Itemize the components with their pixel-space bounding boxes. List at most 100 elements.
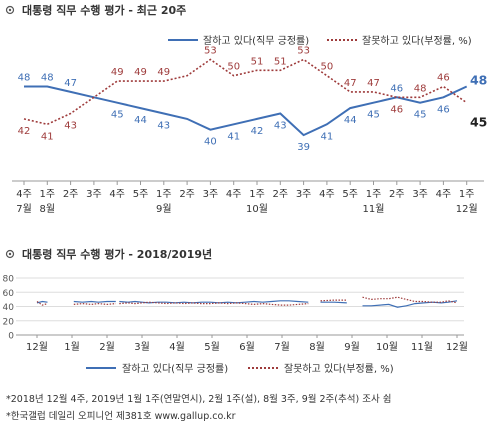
negative-data-label: 47 xyxy=(344,78,357,89)
chart2-y-tick-label: 80 xyxy=(3,275,15,285)
negative-data-label: 43 xyxy=(64,121,77,132)
negative-data-label: 51 xyxy=(251,56,264,67)
annual-positive-line xyxy=(362,300,458,308)
negative-data-label: 50 xyxy=(227,62,240,73)
negative-data-label: 41 xyxy=(41,131,54,142)
footnote-survey-skip: *2018년 12월 4주, 2019년 1월 1주(연말연시), 2월 1주(… xyxy=(6,394,392,405)
chart1-week-label: 4주 xyxy=(226,189,242,200)
chart1-week-label: 1주 xyxy=(459,189,475,200)
chart1-week-label: 4주 xyxy=(16,189,32,200)
chart2-month-label: 1월 xyxy=(64,341,80,353)
chart2-month-label: 10월 xyxy=(376,341,398,353)
chart2-month-label: 9월 xyxy=(344,341,360,353)
footnote-source: *한국갤럽 데일리 오피니언 제381호 www.gallup.co.kr xyxy=(6,411,236,422)
negative-data-label: 42 xyxy=(18,126,31,137)
chart1-week-label: 4주 xyxy=(436,189,452,200)
positive-data-label: 42 xyxy=(251,126,264,137)
positive-data-label: 41 xyxy=(227,131,240,142)
positive-data-label: 44 xyxy=(134,115,147,126)
negative-data-label: 46 xyxy=(437,73,450,84)
positive-data-label: 43 xyxy=(274,121,287,132)
chart1-month-label: 8월 xyxy=(40,203,56,215)
legend-negative-label: 잘못하고 있다(부정률, %) xyxy=(284,362,394,375)
negative-data-label: 49 xyxy=(111,67,124,78)
annual-negative-line xyxy=(119,301,309,306)
positive-data-label: 48 xyxy=(41,73,54,84)
chart1-week-label: 4주 xyxy=(109,189,125,200)
positive-data-label: 45 xyxy=(367,110,380,121)
chart1-week-label: 3주 xyxy=(412,189,428,200)
legend-positive-label: 잘하고 있다(직무 긍정률) xyxy=(122,362,228,375)
chart1-week-label: 4주 xyxy=(319,189,335,200)
negative-data-label: 49 xyxy=(157,67,170,78)
chart2-month-label: 2월 xyxy=(99,341,115,353)
negative-data-label: 51 xyxy=(274,56,287,67)
chart1-week-label: 2주 xyxy=(179,189,195,200)
chart1-week-label: 1주 xyxy=(156,189,172,200)
chart1-week-label: 2주 xyxy=(389,189,405,200)
chart2-month-label: 3월 xyxy=(134,341,150,353)
annual-negative-line xyxy=(73,302,116,306)
chart1-month-label: 12월 xyxy=(456,203,478,215)
chart2-month-label: 8월 xyxy=(309,341,325,353)
annual-positive-line xyxy=(320,301,347,304)
positive-data-label: 39 xyxy=(297,142,310,153)
annual-negative-line xyxy=(362,296,458,304)
annual-2018-2019-chart: 대통령 직무 수행 평가 - 2018/2019년 80 60 40 20 0 12월 1월 2… xyxy=(3,247,468,375)
chart2-month-label: 4월 xyxy=(169,341,185,353)
chart1-week-label: 3주 xyxy=(203,189,219,200)
positive-data-label: 46 xyxy=(437,104,450,115)
chart1-week-label: 1주 xyxy=(40,189,56,200)
positive-data-label: 41 xyxy=(321,131,334,142)
positive-data-label: 45 xyxy=(111,110,124,121)
positive-data-label: 48 xyxy=(18,73,31,84)
chart2-y-tick-label: 20 xyxy=(3,317,15,327)
chart1-week-label: 5주 xyxy=(133,189,149,200)
chart2-month-label: 12월 xyxy=(26,341,48,353)
chart2-month-label: 11월 xyxy=(411,341,433,353)
chart1-week-label: 3주 xyxy=(296,189,312,200)
chart1-week-label: 3주 xyxy=(86,189,102,200)
positive-rate-line xyxy=(24,85,468,137)
chart2-month-label: 5월 xyxy=(204,341,220,353)
chart1-month-label: 10월 xyxy=(246,203,268,215)
chart1-month-label: 7월 xyxy=(16,203,32,215)
chart2-month-label: 12월 xyxy=(446,341,468,353)
chart1-month-label: 9월 xyxy=(156,203,172,215)
positive-data-label: 40 xyxy=(204,137,217,148)
title-bullet-icon xyxy=(5,249,15,259)
annual-negative-line xyxy=(36,301,48,306)
chart2-month-label: 6월 xyxy=(239,341,255,353)
positive-data-label: 44 xyxy=(344,115,357,126)
title-bullet-dot-icon xyxy=(8,252,12,256)
chart2-y-tick-label: 0 xyxy=(8,332,14,342)
legend-negative-label: 잘못하고 있다(부정률, %) xyxy=(362,34,472,47)
negative-data-label: 50 xyxy=(321,62,334,73)
chart1-month-label: 11월 xyxy=(363,203,385,215)
chart1-week-label: 1주 xyxy=(366,189,382,200)
negative-data-label: 53 xyxy=(204,46,217,57)
chart2-y-tick-label: 40 xyxy=(3,303,15,313)
chart1-title: 대통령 직무 수행 평가 - 최근 20주 xyxy=(22,3,186,17)
negative-data-label: 47 xyxy=(367,78,380,89)
positive-data-label: 46 xyxy=(390,83,403,94)
chart1-week-label: 1주 xyxy=(249,189,265,200)
negative-data-label: 49 xyxy=(134,67,147,78)
chart1-week-label: 2주 xyxy=(63,189,79,200)
negative-data-label: 48 xyxy=(414,83,427,94)
chart1-week-label: 5주 xyxy=(342,189,358,200)
negative-rate-line xyxy=(23,58,468,126)
positive-data-label: 45 xyxy=(414,110,427,121)
negative-data-label: 53 xyxy=(297,46,310,57)
latest-negative-label: 45 xyxy=(470,115,487,130)
chart2-y-tick-label: 60 xyxy=(3,289,15,299)
legend-positive-label: 잘하고 있다(직무 긍정률) xyxy=(203,34,309,47)
latest-positive-label: 48 xyxy=(470,73,487,88)
title-bullet-icon xyxy=(5,5,15,15)
annual-positive-line xyxy=(36,300,48,304)
positive-data-label: 47 xyxy=(64,78,77,89)
annual-positive-line xyxy=(73,300,116,303)
negative-data-label: 46 xyxy=(390,104,403,115)
chart2-month-label: 7월 xyxy=(274,341,290,353)
